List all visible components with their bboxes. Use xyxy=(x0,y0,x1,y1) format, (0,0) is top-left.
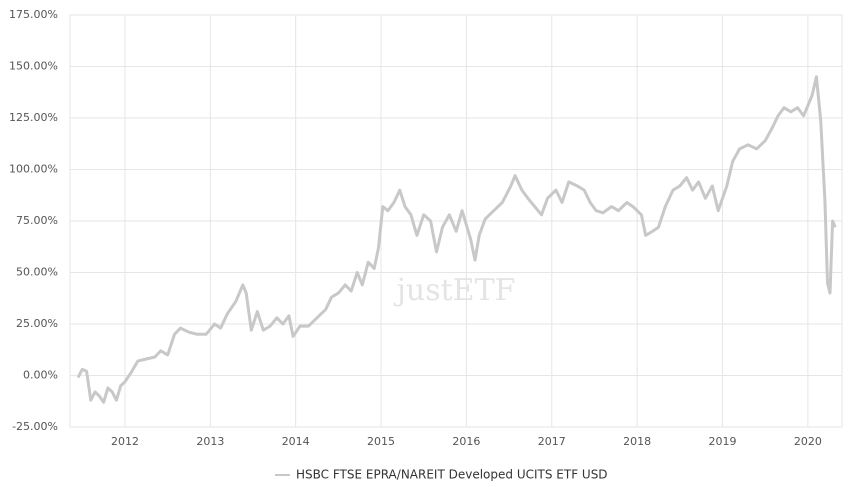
watermark: justETF xyxy=(394,273,516,308)
y-tick-label: 150.00% xyxy=(9,60,58,73)
x-tick-label: 2015 xyxy=(367,435,395,448)
x-tick-label: 2017 xyxy=(538,435,566,448)
y-tick-label: 25.00% xyxy=(16,317,58,330)
y-tick-label: -25.00% xyxy=(12,420,58,433)
y-tick-label: 0.00% xyxy=(23,369,58,382)
series-line xyxy=(76,75,837,404)
y-tick-label: 50.00% xyxy=(16,266,58,279)
legend-label: HSBC FTSE EPRA/NAREIT Developed UCITS ET… xyxy=(296,468,608,482)
y-tick-label: 75.00% xyxy=(16,214,58,227)
y-tick-label: 125.00% xyxy=(9,111,58,124)
plot-frame xyxy=(69,14,843,428)
x-tick-label: 2016 xyxy=(452,435,480,448)
x-tick-label: 2013 xyxy=(196,435,224,448)
x-tick-label: 2014 xyxy=(282,435,310,448)
x-tick-label: 2012 xyxy=(111,435,139,448)
x-tick-label: 2019 xyxy=(708,435,736,448)
y-tick-label: 175.00% xyxy=(9,8,58,21)
y-tick-label: 100.00% xyxy=(9,163,58,176)
x-tick-label: 2018 xyxy=(623,435,651,448)
x-tick-label: 2020 xyxy=(794,435,822,448)
